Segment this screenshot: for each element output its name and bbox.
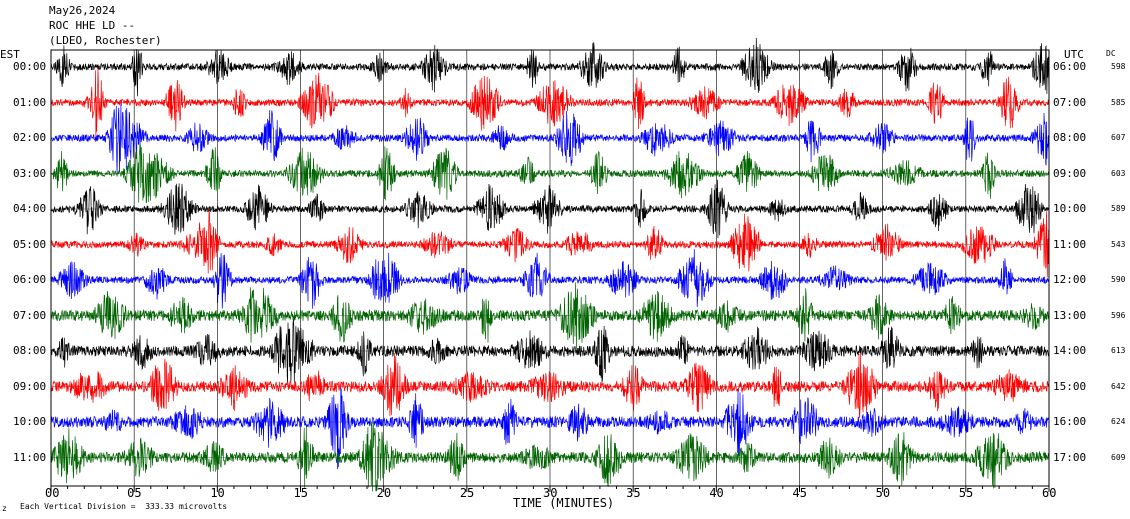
utc-row-label: 09:00 [1053,166,1087,180]
est-row-label: 10:00 [13,415,47,428]
dc-row-value: 603 [1111,168,1126,178]
est-row-label: 02:00 [13,131,47,144]
x-tick-label: 20 [376,486,392,500]
est-row-label: 07:00 [13,308,47,322]
est-row-label: 08:00 [13,344,47,357]
dc-row-value: 585 [1111,97,1126,107]
right-timezone-label: UTC [1064,48,1084,61]
utc-row-label: 14:00 [1053,344,1087,357]
est-row-label: 00:00 [13,60,47,73]
utc-row-label: 08:00 [1053,131,1087,144]
trace-row-9 [50,352,1050,418]
est-row-label: 05:00 [13,237,47,251]
header-date: May26,2024 [49,4,116,17]
x-tick-label: 50 [875,486,891,500]
utc-row-label: 12:00 [1053,273,1087,286]
x-tick-label: 25 [459,486,475,500]
dc-header-label: DC [1106,49,1116,58]
x-tick-label: 30 [543,486,558,500]
est-row-label: 11:00 [13,450,47,464]
est-row-label: 01:00 [13,95,47,109]
dc-row-value: 589 [1111,204,1126,213]
plot-frame [50,49,1050,492]
dc-row-value: 613 [1111,346,1126,355]
trace-row-8 [50,319,1050,383]
utc-row-label: 06:00 [1053,60,1087,73]
utc-row-label: 17:00 [1053,450,1087,464]
trace-row-3 [50,142,1050,204]
left-timezone-label: EST [0,48,20,61]
x-tick-label: 10 [210,486,225,500]
dc-row-value: 607 [1111,133,1126,142]
utc-row-label: 11:00 [1053,237,1087,251]
header-station: ROC HHE LD -- [49,19,136,32]
seismic-traces [50,37,1050,492]
est-row-label: 03:00 [13,166,47,180]
trace-row-11 [50,421,1050,492]
corner-mark: z [2,504,7,513]
utc-row-label: 15:00 [1053,379,1087,393]
est-row-label: 09:00 [13,379,47,393]
x-tick-label: 60 [1042,486,1057,500]
utc-row-label: 10:00 [1053,202,1087,215]
utc-row-label: 13:00 [1053,308,1087,322]
x-axis-label: TIME (MINUTES) [513,496,615,510]
scale-note: Each Vertical Division = 333.33 microvol… [20,502,228,511]
dc-row-value: 596 [1111,310,1126,320]
est-row-label: 04:00 [13,202,47,215]
trace-row-5 [50,209,1050,278]
trace-row-10 [50,388,1050,470]
dc-row-value: 598 [1111,62,1126,71]
est-row-label: 06:00 [13,273,47,286]
x-tick-label: 55 [958,486,974,500]
trace-row-2 [50,102,1050,175]
x-tick-label: 15 [293,486,308,500]
utc-row-label: 07:00 [1053,95,1087,109]
x-tick-label: 00 [45,486,60,500]
x-tick-label: 40 [709,486,724,500]
x-tick-label: 05 [127,486,142,500]
utc-row-label: 16:00 [1053,415,1087,428]
dc-row-value: 642 [1111,381,1126,391]
trace-row-7 [50,282,1050,350]
dc-row-value: 609 [1111,452,1126,462]
x-tick-label: 35 [626,486,641,500]
trace-row-1 [50,67,1050,143]
trace-row-4 [50,179,1050,239]
dc-row-value: 590 [1111,275,1126,284]
dc-row-value: 624 [1111,417,1126,426]
header-network: (LDEO, Rochester) [49,34,162,47]
trace-row-6 [50,249,1050,309]
trace-row-0 [50,37,1050,97]
dc-row-value: 543 [1111,239,1126,249]
x-tick-label: 45 [792,486,807,500]
